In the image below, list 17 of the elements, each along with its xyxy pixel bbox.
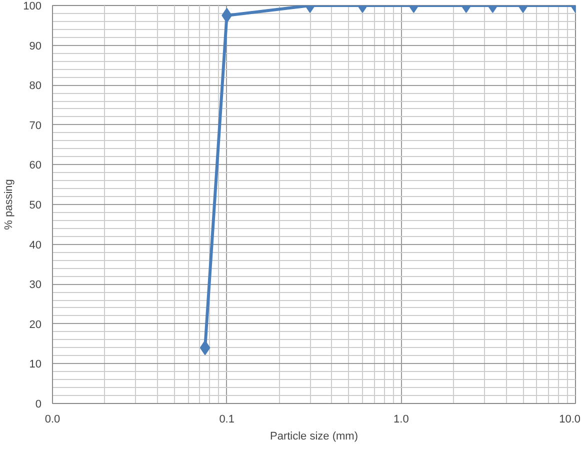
y-axis-title: % passing	[3, 179, 16, 230]
y-tick-label: 40	[29, 239, 42, 252]
x-axis-title: Particle size (mm)	[270, 430, 358, 442]
x-tick-label: 10.0	[559, 414, 581, 426]
y-tick-label: 20	[29, 318, 42, 331]
y-tick-label: 0	[35, 398, 42, 410]
x-tick-label: 0.0	[44, 414, 60, 426]
y-tick-label: 80	[29, 80, 42, 92]
y-tick-label: 10	[29, 358, 42, 371]
y-tick-label: 30	[29, 279, 42, 292]
x-tick-label: 1.0	[394, 414, 409, 426]
y-tick-label: 50	[29, 200, 42, 212]
y-tick-label: 100	[23, 0, 42, 12]
x-tick-label: 0.1	[219, 414, 234, 426]
y-tick-label: 60	[29, 160, 42, 172]
y-tick-label: 70	[29, 120, 42, 132]
y-tick-label: 90	[29, 40, 42, 52]
